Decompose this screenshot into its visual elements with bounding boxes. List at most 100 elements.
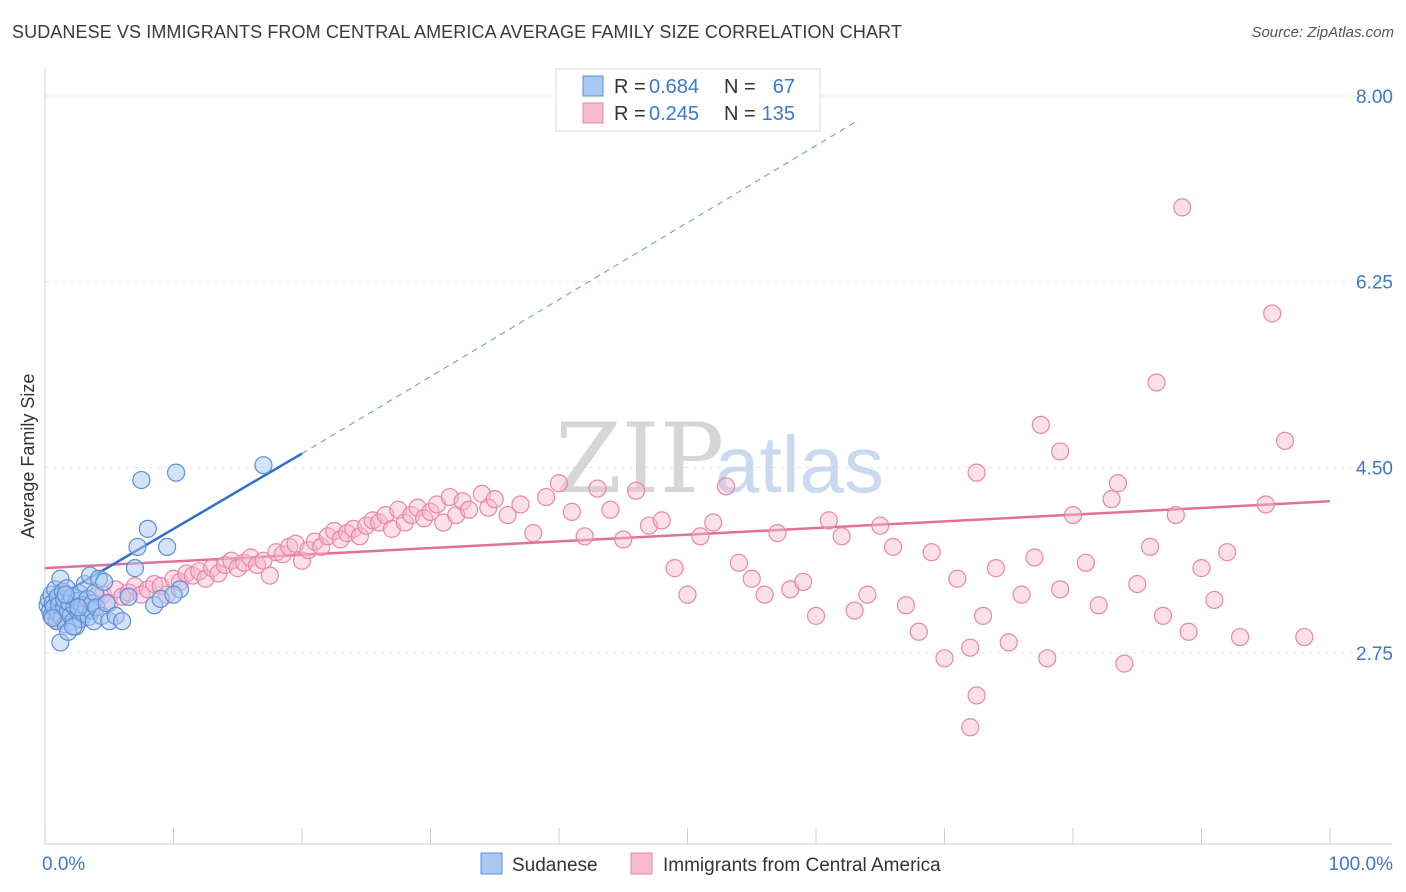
point-central-america-108: [999, 633, 1018, 652]
series-sudanese-points: [38, 456, 273, 652]
legend-swatch-central-america: [630, 852, 653, 875]
stats-n-value-2: 135: [762, 103, 795, 125]
point-central-america-99: [883, 537, 903, 557]
point-central-america-136: [1275, 431, 1295, 450]
point-central-america-134: [1031, 415, 1050, 434]
point-central-america-92: [794, 572, 813, 592]
stats-swatch-blue: [582, 75, 604, 97]
point-sudanese-45: [97, 594, 116, 613]
point-central-america-74: [562, 502, 581, 521]
trend-line-sudanese-extension: [301, 122, 855, 454]
point-central-america-42: [312, 537, 331, 557]
point-central-america-103: [935, 649, 954, 668]
point-central-america-94: [819, 511, 838, 530]
x-tick-label-0: 0.0%: [42, 854, 85, 875]
x-tick-label-1: 100.0%: [1329, 854, 1394, 875]
point-central-america-100: [896, 596, 916, 615]
point-central-america-96: [845, 601, 864, 620]
point-central-america-133: [1147, 373, 1166, 392]
point-central-america-120: [1153, 606, 1173, 625]
legend-label-sudanese: Sudanese: [512, 855, 598, 876]
stats-r-label-2: R =: [614, 103, 646, 125]
point-central-america-68: [485, 490, 504, 509]
point-central-america-109: [1012, 585, 1031, 604]
point-sudanese-53: [138, 519, 157, 538]
point-central-america-107: [986, 559, 1006, 578]
point-sudanese-63: [56, 585, 75, 604]
y-tick-label-2: 6.25: [1356, 273, 1393, 294]
series-central-america-points: [42, 198, 1314, 737]
x-tick-labels: 0.0% 100.0%: [42, 854, 1393, 875]
point-central-america-135: [1051, 442, 1070, 461]
legend-swatch-sudanese: [480, 852, 503, 875]
point-central-america-125: [1218, 543, 1237, 562]
point-central-america-70: [511, 495, 530, 514]
point-central-america-127: [1256, 495, 1275, 514]
point-central-america-78: [614, 530, 633, 549]
point-central-america-72: [537, 487, 556, 507]
y-tick-label-3: 8.00: [1356, 87, 1393, 108]
point-central-america-73: [549, 474, 569, 493]
point-central-america-79: [626, 481, 646, 500]
point-central-america-124: [1205, 590, 1224, 610]
point-central-america-122: [1179, 622, 1198, 641]
trend-lines: [44, 122, 1331, 598]
y-tick-labels: 2.75 4.50 6.25 8.00: [1356, 87, 1393, 665]
point-sudanese-52: [132, 470, 151, 490]
point-sudanese-62: [43, 608, 62, 628]
point-sudanese-61: [64, 617, 83, 636]
legend: Sudanese Immigrants from Central America: [480, 852, 941, 876]
point-sudanese-56: [157, 537, 177, 557]
point-central-america-39: [292, 551, 312, 570]
point-central-america-138: [967, 463, 986, 482]
point-central-america-112: [1051, 580, 1070, 599]
point-central-america-115: [1089, 596, 1108, 615]
stats-r-value-2: 0.245: [649, 103, 699, 125]
point-central-america-132: [1263, 304, 1282, 323]
point-central-america-75: [575, 527, 594, 546]
point-central-america-106: [973, 606, 993, 625]
point-central-america-98: [871, 516, 890, 535]
chart-title: SUDANESE VS IMMIGRANTS FROM CENTRAL AMER…: [12, 22, 902, 42]
point-central-america-95: [832, 527, 851, 546]
point-sudanese-66: [166, 463, 186, 482]
point-central-america-131: [1173, 198, 1192, 217]
point-central-america-102: [922, 543, 941, 562]
point-central-america-123: [1192, 559, 1211, 578]
point-central-america-59: [421, 502, 440, 521]
point-sudanese-51: [128, 537, 147, 557]
point-central-america-104: [948, 569, 967, 588]
point-central-america-93: [806, 606, 826, 625]
stats-n-label-2: N =: [724, 103, 756, 125]
point-sudanese-50: [125, 559, 145, 578]
point-central-america-89: [755, 585, 774, 604]
point-central-america-87: [729, 553, 749, 572]
point-central-america-90: [768, 524, 787, 543]
watermark-atlas: atlas: [715, 420, 884, 509]
point-central-america-65: [459, 500, 479, 519]
y-tick-label-1: 4.50: [1356, 458, 1393, 479]
stats-swatch-pink: [582, 102, 604, 124]
point-central-america-113: [1063, 505, 1083, 525]
point-central-america-105: [961, 638, 980, 657]
point-sudanese-64: [69, 598, 88, 617]
point-central-america-48: [350, 527, 369, 546]
point-central-america-118: [1128, 574, 1147, 594]
point-central-america-126: [1230, 627, 1250, 647]
chart-source: Source: ZipAtlas.com: [1251, 24, 1394, 41]
point-central-america-119: [1140, 537, 1160, 557]
point-central-america-81: [652, 511, 671, 530]
y-axis-label: Average Family Size: [18, 374, 38, 539]
point-sudanese-44: [95, 572, 114, 592]
point-central-america-88: [742, 569, 761, 588]
point-central-america-111: [1038, 649, 1057, 668]
watermark-zip: ZIP: [555, 403, 724, 515]
point-central-america-130: [961, 718, 980, 737]
legend-label-central-america: Immigrants from Central America: [663, 855, 941, 876]
point-central-america-137: [1108, 474, 1128, 493]
point-central-america-110: [1025, 548, 1044, 567]
point-central-america-36: [273, 545, 292, 564]
point-central-america-69: [498, 505, 517, 525]
point-central-america-71: [524, 524, 543, 543]
